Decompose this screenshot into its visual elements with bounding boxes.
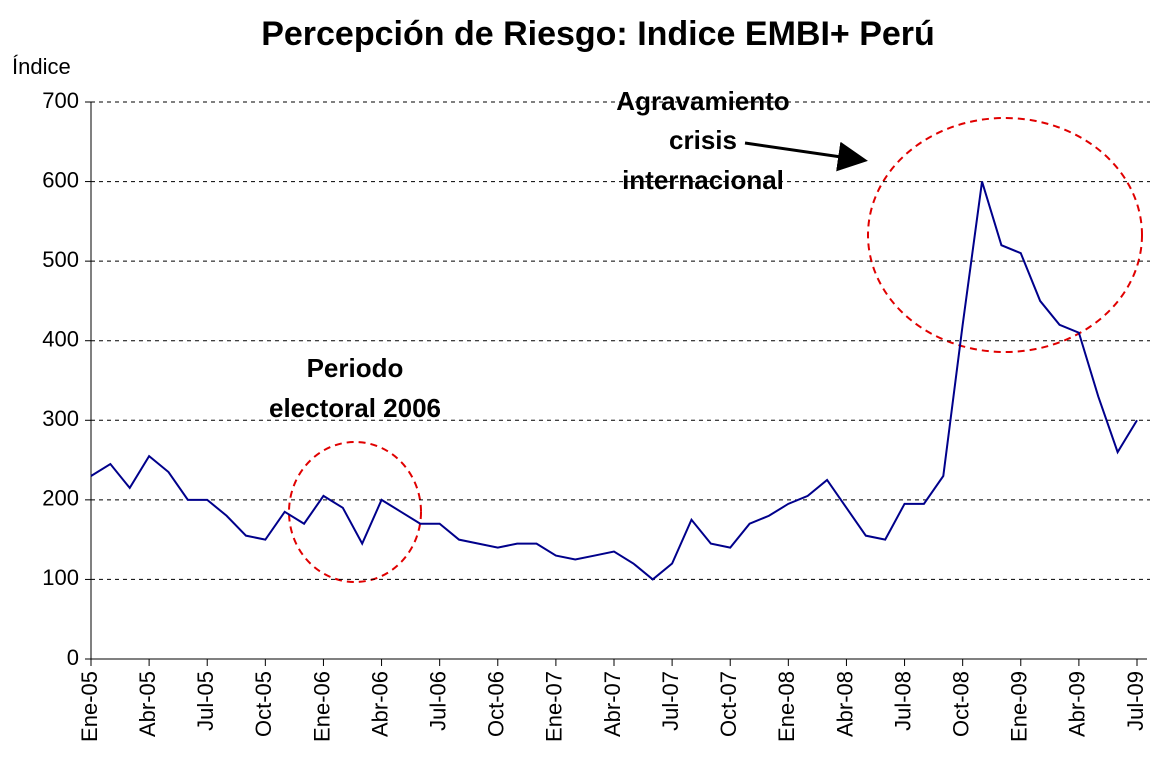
y-tick-label: 200 <box>42 486 79 511</box>
x-tick-label: Jul-06 <box>425 671 450 731</box>
data-line <box>90 181 1138 581</box>
annotation: Periodo <box>307 353 404 383</box>
x-tick-label: Jul-09 <box>1123 671 1148 731</box>
y-tick-label: 0 <box>67 645 79 670</box>
x-tick-label: Oct-05 <box>251 671 276 737</box>
y-tick-label: 600 <box>42 167 79 192</box>
y-tick-label: 300 <box>42 406 79 431</box>
highlight-circle <box>867 117 1143 353</box>
x-tick-label: Jul-05 <box>193 671 218 731</box>
x-tick-label: Ene-05 <box>77 671 102 742</box>
x-tick-label: Abr-06 <box>367 671 392 737</box>
y-tick-label: 500 <box>42 247 79 272</box>
annotation-arrow <box>744 141 868 172</box>
annotation: Agravamiento <box>616 86 789 116</box>
x-tick-label: Abr-09 <box>1065 671 1090 737</box>
y-axis-label: Índice <box>12 54 71 79</box>
chart-title: Percepción de Riesgo: Indice EMBI+ Perú <box>261 15 935 53</box>
y-tick-label: 400 <box>42 327 79 352</box>
annotation: crisis <box>669 125 737 155</box>
x-tick-label: Jul-08 <box>890 671 915 731</box>
y-tick-label: 700 <box>42 88 79 113</box>
x-tick-label: Abr-05 <box>135 671 160 737</box>
annotation: electoral 2006 <box>269 393 441 423</box>
highlight-circle <box>288 441 422 583</box>
x-tick-label: Ene-09 <box>1007 671 1032 742</box>
x-tick-label: Abr-07 <box>600 671 625 737</box>
x-tick-label: Oct-06 <box>484 671 509 737</box>
x-tick-label: Jul-07 <box>658 671 683 731</box>
y-tick-label: 100 <box>42 565 79 590</box>
x-tick-label: Ene-06 <box>309 671 334 742</box>
annotation: internacional <box>622 165 784 195</box>
x-tick-label: Ene-07 <box>542 671 567 742</box>
x-tick-label: Oct-08 <box>948 671 973 737</box>
x-tick-label: Oct-07 <box>716 671 741 737</box>
x-tick-label: Abr-08 <box>832 671 857 737</box>
x-tick-label: Ene-08 <box>774 671 799 742</box>
